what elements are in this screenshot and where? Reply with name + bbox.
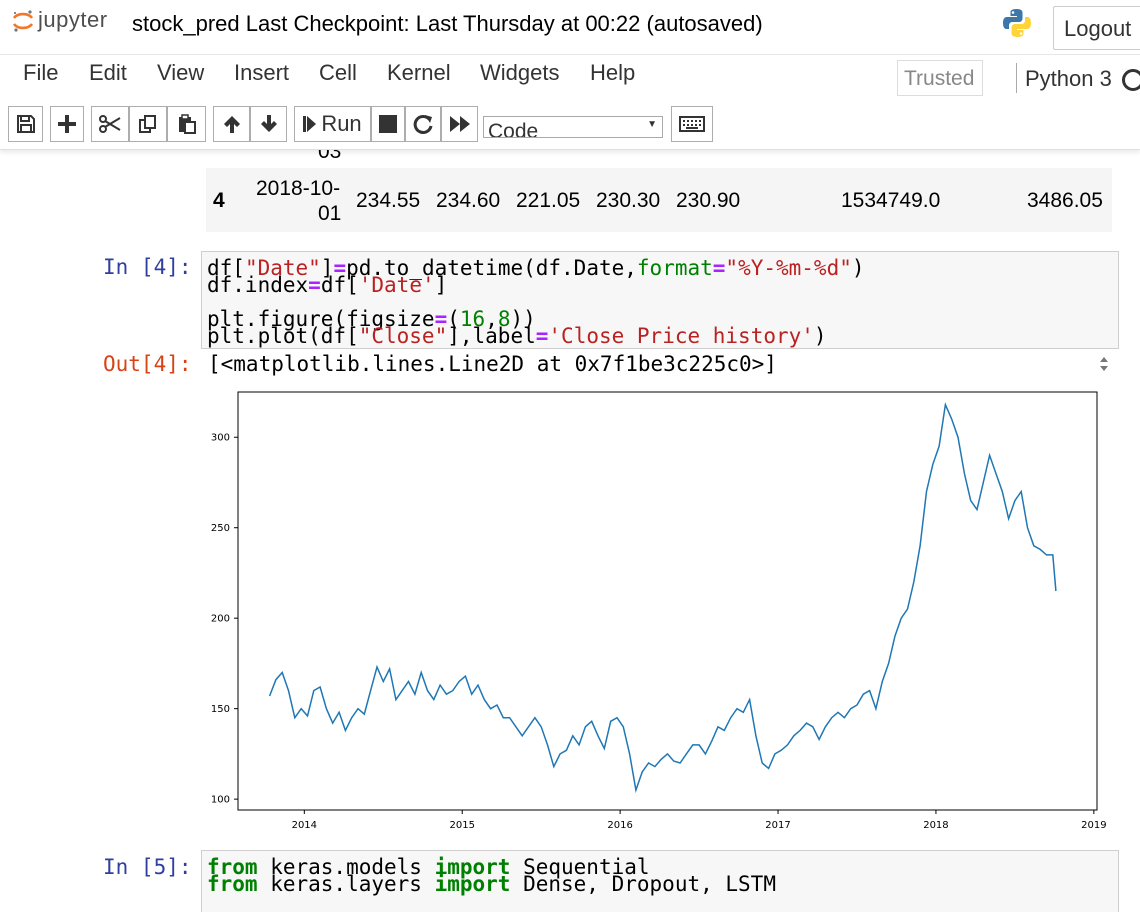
row-date-line2: 01	[318, 202, 342, 225]
arrow-up-icon	[223, 116, 240, 133]
cell4-code-editor[interactable]: df["Date"]=pd.to_datetime(df.Date,format…	[201, 251, 1119, 349]
checkpoint-time: Last Thursday at 00:22	[415, 11, 641, 36]
paste-icon	[178, 114, 196, 134]
copy-button[interactable]	[129, 106, 167, 142]
move-down-button[interactable]	[250, 106, 287, 142]
kernel-status-icon	[1122, 69, 1140, 91]
notebook-name[interactable]: stock_pred	[132, 11, 240, 36]
move-up-button[interactable]	[213, 106, 250, 142]
dataframe-prev-date-tail: 03	[318, 150, 342, 163]
cell5-in-prompt: In [5]:	[103, 855, 192, 879]
y-tick-label: 150	[211, 704, 230, 715]
notebook-title-area: stock_pred Last Checkpoint: Last Thursda…	[132, 11, 763, 37]
trusted-indicator[interactable]: Trusted	[897, 60, 983, 96]
row-low: 221.05	[516, 189, 581, 212]
cut-button[interactable]	[91, 106, 129, 142]
row-volume: 1534749.0	[841, 189, 941, 212]
y-tick-label: 250	[211, 523, 230, 534]
menu-help[interactable]: Help	[590, 60, 636, 85]
chart-axes: 2014 2015 2016 2017 2018 2019 100 150 200 250 300	[211, 433, 1107, 831]
x-tick-label: 2018	[923, 820, 948, 831]
python-logo-icon	[1002, 8, 1032, 38]
plus-icon	[58, 115, 76, 133]
arrow-down-icon	[260, 115, 277, 132]
x-tick-label: 2015	[449, 820, 474, 831]
checkpoint-label: Last Checkpoint:	[245, 11, 410, 36]
code-line: df.index=df['Date']	[207, 273, 448, 297]
y-tick-label: 300	[211, 433, 230, 444]
menu-file[interactable]: File	[23, 60, 59, 85]
code-line: df["Date"]=pd.to_datetime(df.Date,format…	[207, 256, 865, 280]
x-tick-label: 2014	[292, 820, 317, 831]
kernel-name[interactable]: Python 3	[1025, 66, 1112, 91]
cell-type-select[interactable]: Code ▼	[483, 116, 663, 138]
row-close: 230.90	[676, 189, 741, 212]
notebook-header: jupyter stock_pred Last Checkpoint: Last…	[0, 0, 1140, 50]
menu-widgets[interactable]: Widgets	[480, 60, 560, 85]
row-high: 234.60	[436, 189, 501, 212]
save-button[interactable]	[8, 106, 43, 142]
notebook-container[interactable]: 03 4 2018-10- 01 234.55 234.60 221.05 23…	[0, 150, 1140, 912]
menu-kernel[interactable]: Kernel	[387, 60, 451, 85]
jupyter-logo-text: jupyter	[38, 7, 108, 32]
step-forward-icon	[303, 116, 317, 132]
run-label: Run	[321, 111, 362, 136]
cell5-code-editor[interactable]: from keras.models import Sequential from…	[201, 850, 1119, 912]
command-palette-button[interactable]	[671, 106, 713, 142]
paste-button[interactable]	[167, 106, 206, 142]
chevron-down-icon: ▼	[647, 119, 657, 130]
cell4-output-text: [<matplotlib.lines.Line2D at 0x7f1be3c22…	[208, 352, 777, 376]
row-index: 4	[213, 189, 225, 212]
insert-cell-button[interactable]	[50, 106, 84, 142]
cell-type-value: Code	[488, 120, 539, 138]
y-tick-label: 200	[211, 614, 230, 625]
code-line: from keras.models import Sequential	[207, 855, 650, 879]
row-date-line1: 2018-10-	[256, 177, 341, 200]
jupyter-logo[interactable]: jupyter	[12, 6, 108, 34]
jupyter-logo-icon	[12, 9, 34, 32]
x-tick-label: 2017	[765, 820, 790, 831]
close-price-chart: 2014 2015 2016 2017 2018 2019 100 150 200 250 300	[200, 386, 1110, 836]
chart-svg: 2014 2015 2016 2017 2018 2019 100 150 200 250 300	[211, 391, 1107, 831]
logout-button[interactable]: Logout	[1053, 6, 1140, 50]
stop-icon	[379, 115, 397, 133]
row-open: 234.55	[356, 189, 421, 212]
cell4-out-prompt: Out[4]:	[103, 352, 192, 376]
menu-edit[interactable]: Edit	[89, 60, 127, 85]
autosave-status: (autosaved)	[646, 11, 763, 36]
menu-insert[interactable]: Insert	[234, 60, 290, 85]
y-tick-label: 100	[211, 795, 230, 806]
code-line: plt.figure(figsize=(16,8))	[207, 307, 536, 331]
run-button[interactable]: Run	[294, 106, 371, 142]
menubar: File Edit View Insert Cell Kernel Widget…	[0, 54, 1140, 98]
code-line: plt.plot(df["Close"],label='Close Price …	[207, 324, 827, 348]
menu-view[interactable]: View	[157, 60, 205, 85]
code-line: from keras.layers import Dense, Dropout,…	[207, 872, 776, 896]
close-price-line	[268, 402, 1057, 794]
chart-plot-area	[237, 391, 1098, 811]
row-turnover: 3486.05	[1027, 189, 1103, 212]
scissors-icon	[99, 115, 121, 133]
output-scroll-icon[interactable]	[1097, 354, 1111, 374]
menubar-divider	[1016, 63, 1017, 93]
restart-run-all-button[interactable]	[441, 106, 478, 142]
keyboard-icon	[679, 116, 705, 132]
x-tick-label: 2016	[607, 820, 632, 831]
refresh-icon	[413, 114, 433, 134]
copy-icon	[139, 115, 156, 133]
row-last: 230.30	[596, 189, 661, 212]
menu-cell[interactable]: Cell	[319, 60, 357, 85]
dataframe-row: 4 2018-10- 01 234.55 234.60 221.05 230.3…	[206, 168, 1112, 232]
x-tick-label: 2019	[1081, 820, 1106, 831]
cell4-in-prompt: In [4]:	[103, 255, 192, 279]
fast-forward-icon	[449, 116, 470, 132]
save-icon	[16, 115, 35, 133]
restart-button[interactable]	[405, 106, 441, 142]
toolbar: Run	[0, 98, 1140, 150]
interrupt-button[interactable]	[371, 106, 405, 142]
